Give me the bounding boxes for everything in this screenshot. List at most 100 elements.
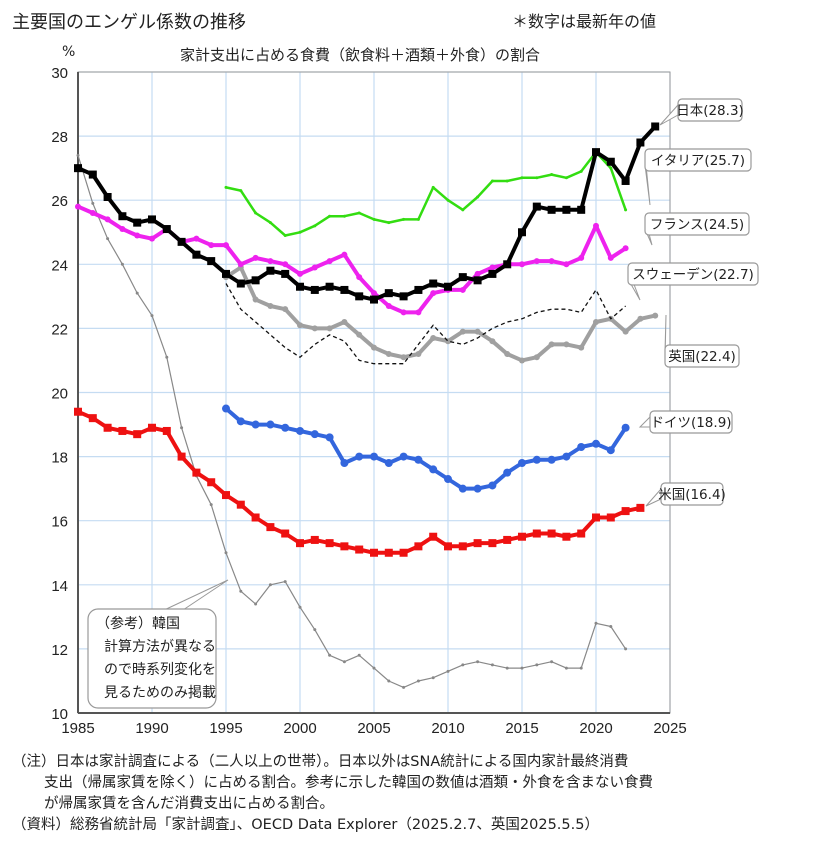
data-point: [415, 351, 422, 358]
data-point: [431, 676, 435, 680]
callout-pointer: [159, 579, 229, 613]
data-point: [458, 273, 467, 282]
series-label-callout: ドイツ(18.9): [638, 410, 733, 434]
data-point: [103, 192, 112, 201]
data-point: [341, 318, 348, 325]
data-point: [224, 185, 228, 189]
data-point: [357, 653, 361, 657]
data-point: [281, 529, 290, 538]
data-point: [563, 341, 570, 348]
data-point: [162, 426, 171, 435]
data-point: [622, 245, 629, 252]
data-point: [520, 666, 524, 670]
series-7: [76, 153, 628, 689]
data-point: [624, 647, 628, 651]
data-point: [518, 532, 526, 541]
data-point: [505, 179, 509, 183]
data-point: [281, 423, 290, 432]
data-point: [239, 189, 243, 193]
callout-box: [677, 98, 743, 122]
data-point: [192, 468, 201, 477]
series-label: フランス(24.5): [650, 217, 744, 233]
data-point: [473, 539, 482, 548]
callout-pointer: [659, 104, 679, 126]
series-label: スウェーデン(22.7): [632, 266, 754, 283]
data-point: [237, 261, 244, 268]
data-point: [297, 270, 303, 277]
data-point: [325, 433, 334, 442]
data-point: [473, 484, 482, 493]
data-point: [236, 500, 245, 509]
data-point: [606, 446, 615, 455]
data-point: [533, 354, 540, 361]
data-point: [621, 176, 630, 185]
series-label: イタリア(25.7): [651, 153, 745, 169]
series-label-callout: フランス(24.5): [644, 212, 750, 246]
data-point: [385, 351, 392, 358]
data-point: [340, 459, 349, 468]
data-point: [266, 523, 275, 532]
data-point: [593, 222, 599, 229]
data-point: [550, 173, 554, 177]
data-point: [414, 542, 423, 551]
data-point: [473, 276, 482, 285]
callout-box: [660, 482, 724, 506]
data-point: [592, 148, 600, 157]
data-point: [148, 423, 156, 432]
data-point: [474, 270, 481, 277]
data-point: [547, 455, 556, 464]
x-tick-label: 2005: [357, 720, 390, 737]
series-0: [74, 122, 660, 304]
series-line: [225, 150, 627, 237]
x-tick-label: 2010: [431, 720, 464, 737]
data-point: [236, 279, 245, 288]
data-point: [252, 296, 259, 303]
source-line: （資料）総務省統計局「家計調査」、OECD Data Explorer（2025…: [12, 817, 599, 833]
data-point: [384, 289, 393, 298]
data-point: [340, 285, 349, 294]
data-point: [298, 230, 302, 234]
data-point: [296, 539, 304, 548]
series-line: [224, 265, 656, 363]
data-point: [562, 532, 571, 541]
data-point: [474, 328, 481, 335]
data-point: [223, 242, 229, 249]
data-point: [579, 666, 583, 670]
data-point: [399, 548, 408, 557]
x-tick-label: 2000: [283, 720, 316, 737]
series-label: 英国(22.4): [668, 348, 736, 365]
data-point: [490, 179, 494, 183]
data-point: [207, 257, 216, 266]
data-point: [341, 251, 348, 258]
data-point: [384, 548, 393, 557]
series-1: [224, 150, 628, 237]
data-point: [621, 507, 630, 516]
data-point: [76, 153, 80, 157]
data-point: [325, 282, 334, 291]
callout-box: [664, 344, 740, 368]
data-point: [652, 312, 659, 319]
data-point: [118, 212, 127, 221]
series-6: [74, 407, 645, 557]
note-line: が帰属家賃を含んだ消費支出に占める割合。: [44, 796, 334, 812]
data-point: [431, 185, 435, 189]
data-point: [282, 261, 289, 268]
data-point: [74, 164, 82, 173]
callout-box: [644, 148, 752, 172]
data-point: [429, 279, 438, 288]
data-point: [207, 478, 216, 487]
data-point: [400, 354, 407, 361]
data-point: [622, 328, 629, 335]
data-point: [298, 605, 302, 609]
data-point: [120, 262, 124, 266]
data-point: [636, 503, 645, 512]
data-point: [313, 224, 317, 228]
data-point: [222, 269, 230, 278]
data-point: [489, 264, 496, 271]
data-point: [88, 414, 97, 423]
data-point: [519, 261, 525, 268]
data-point: [177, 237, 186, 246]
data-point: [476, 195, 480, 199]
data-point: [311, 264, 318, 271]
data-point: [563, 261, 570, 268]
